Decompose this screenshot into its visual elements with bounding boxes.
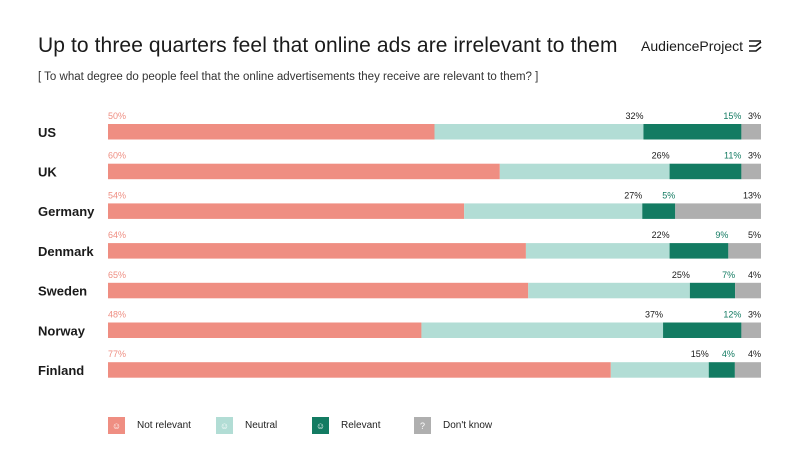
data-label-finland-relevant: 4% (722, 349, 735, 359)
legend-label-neutral: Neutral (245, 420, 278, 431)
data-label-germany-relevant: 5% (662, 190, 675, 200)
bar-sweden-dont-know (735, 282, 761, 299)
bar-norway-not-relevant (108, 322, 422, 338)
legend-label-not-relevant: Not relevant (137, 420, 191, 431)
data-label-norway-dont-know: 3% (748, 310, 761, 320)
bar-uk-relevant (669, 163, 742, 180)
bar-norway-relevant (663, 322, 742, 338)
brand-name: AudienceProject (641, 38, 743, 54)
category-label-norway: Norway (38, 323, 86, 338)
bar-finland-not-relevant (108, 362, 611, 378)
smiley-neutral-icon: ☺ (111, 420, 122, 431)
category-label-us: US (38, 125, 56, 140)
data-label-finland-not-relevant: 77% (108, 349, 126, 359)
data-label-finland-dont-know: 4% (748, 349, 761, 359)
chart-subtitle: [ To what degree do people feel that the… (38, 71, 539, 83)
brand-logo: AudienceProject (641, 38, 762, 54)
bar-denmark-neutral (525, 243, 670, 259)
bar-denmark-relevant (669, 243, 729, 259)
legend-item-not-relevant: ☺ Not relevant (108, 417, 216, 434)
question-icon: ? (419, 420, 425, 431)
category-label-denmark: Denmark (38, 244, 94, 259)
data-label-denmark-not-relevant: 64% (108, 230, 126, 240)
category-label-sweden: Sweden (38, 284, 87, 299)
bar-norway-dont-know (741, 322, 761, 338)
data-label-germany-neutral: 27% (624, 190, 642, 200)
legend-label-dont-know: Don't know (443, 420, 493, 431)
data-label-us-dont-know: 3% (748, 111, 761, 121)
bar-norway-neutral (421, 322, 664, 338)
data-label-sweden-not-relevant: 65% (108, 270, 126, 280)
bar-finland-dont-know (734, 362, 761, 378)
bar-sweden-relevant (689, 282, 736, 299)
bar-finland-neutral (610, 362, 709, 378)
smiley-happy-icon: ☺ (315, 420, 326, 431)
bar-sweden-not-relevant (108, 282, 529, 299)
data-label-us-neutral: 32% (625, 111, 643, 121)
bar-uk-neutral (499, 163, 670, 180)
data-label-uk-not-relevant: 60% (108, 151, 126, 161)
brand-mark-icon (749, 40, 762, 52)
data-label-germany-not-relevant: 54% (108, 190, 126, 200)
bar-uk-not-relevant (108, 163, 500, 180)
page-title: Up to three quarters feel that online ad… (38, 34, 618, 57)
data-label-uk-dont-know: 3% (748, 151, 761, 161)
legend-label-relevant: Relevant (341, 420, 381, 431)
data-label-norway-relevant: 12% (723, 310, 741, 320)
category-label-uk: UK (38, 164, 57, 179)
bar-denmark-not-relevant (108, 243, 526, 259)
data-label-sweden-neutral: 25% (672, 270, 690, 280)
category-label-germany: Germany (38, 204, 95, 219)
data-label-denmark-dont-know: 5% (748, 230, 761, 240)
bar-germany-relevant (642, 203, 676, 219)
data-label-sweden-dont-know: 4% (748, 270, 761, 280)
smiley-neutral-icon: ☺ (219, 420, 230, 431)
legend-item-dont-know: ? Don't know (414, 417, 514, 434)
legend-item-neutral: ☺ Neutral (216, 417, 312, 434)
bar-uk-dont-know (741, 163, 761, 180)
bar-finland-relevant (708, 362, 735, 378)
bar-germany-not-relevant (108, 203, 465, 219)
data-label-germany-dont-know: 13% (743, 190, 761, 200)
data-label-norway-not-relevant: 48% (108, 310, 126, 320)
bar-germany-dont-know (675, 203, 761, 219)
bar-us-relevant (643, 124, 742, 140)
bar-sweden-neutral (528, 282, 690, 299)
legend-item-relevant: ☺ Relevant (312, 417, 414, 434)
stacked-bar-chart: US 50% 32% 15% 3% UK 60% 26% 11% 3% Germany 54% 27% 5… (38, 111, 761, 378)
data-label-uk-neutral: 26% (652, 151, 670, 161)
legend-swatch-relevant: ☺ (312, 417, 329, 434)
data-label-denmark-relevant: 9% (715, 230, 728, 240)
bar-us-dont-know (741, 124, 761, 140)
data-label-uk-relevant: 11% (724, 151, 741, 161)
bar-denmark-dont-know (728, 243, 761, 259)
data-label-norway-neutral: 37% (645, 310, 663, 320)
bar-germany-neutral (464, 203, 643, 219)
chart-legend: ☺ Not relevant ☺ Neutral ☺ Relevant ? Do… (108, 417, 514, 434)
category-label-finland: Finland (38, 363, 84, 378)
data-label-denmark-neutral: 22% (652, 230, 670, 240)
legend-swatch-neutral: ☺ (216, 417, 233, 434)
data-label-finland-neutral: 15% (691, 349, 709, 359)
data-label-us-relevant: 15% (723, 111, 741, 121)
bar-us-not-relevant (108, 124, 435, 140)
legend-swatch-not-relevant: ☺ (108, 417, 125, 434)
data-label-us-not-relevant: 50% (108, 111, 126, 121)
bar-us-neutral (434, 124, 644, 140)
data-label-sweden-relevant: 7% (722, 270, 735, 280)
legend-swatch-dont-know: ? (414, 417, 431, 434)
